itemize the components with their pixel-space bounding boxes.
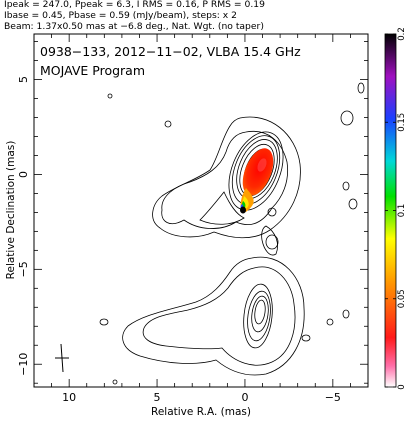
noise-contour	[357, 82, 365, 94]
noise-contour	[342, 309, 350, 319]
y-axis-title: Relative Declination (mas)	[5, 141, 17, 280]
noise-contour	[348, 198, 358, 210]
core-pol-tip	[240, 206, 246, 214]
x-axis-title: Relative R.A. (mas)	[151, 406, 251, 418]
header-line-base: Ibase = 0.45, Pbase = 0.59 (mJy/beam), s…	[4, 10, 237, 21]
program-title: MOJAVE Program	[40, 63, 145, 78]
axis-ticks: 10 5 0 −5 5 0 −5 −10	[17, 34, 369, 404]
jet-envelope-contour	[161, 130, 289, 229]
jet-lobe-contour	[199, 191, 245, 225]
noise-contour	[301, 334, 311, 342]
colorbar-ticks: 0 0.05 0.1 0.15 0.2	[385, 27, 407, 390]
noise-contour	[267, 207, 277, 217]
colorbar-tick-label: 0.15	[397, 113, 407, 132]
noise-contour	[342, 181, 350, 191]
y-tick-label: 0	[17, 171, 30, 178]
x-tick-label: 10	[62, 391, 76, 404]
y-tick-label: −5	[17, 261, 30, 277]
south-contour	[243, 283, 273, 349]
noise-contour	[340, 110, 354, 126]
south-outer-contour	[122, 256, 305, 376]
colorbar-tick-label: 0	[397, 384, 407, 389]
y-tick-label: 5	[17, 76, 30, 83]
header: Ipeak = 247.0, Ppeak = 6.3, I RMS = 0.16…	[4, 0, 265, 33]
colorbar-tick-label: 0.05	[397, 289, 407, 308]
south-contour	[254, 299, 266, 325]
x-tick-label: 0	[241, 391, 248, 404]
noise-contour	[99, 318, 109, 326]
south-contour	[247, 290, 271, 342]
polarization-overlay	[240, 148, 274, 214]
south-contour	[251, 295, 269, 333]
noise-contour	[265, 234, 279, 250]
contour-lines	[99, 82, 365, 385]
header-line-beam: Beam: 1.37x0.50 mas at −6.8 deg., Nat. W…	[4, 21, 264, 32]
source-title: 0938−133, 2012−11−02, VLBA 15.4 GHz	[40, 44, 301, 59]
jet-tail-contour	[261, 225, 278, 256]
plot-frame	[33, 33, 369, 388]
noise-contour	[164, 120, 172, 128]
x-tick-label: −5	[325, 391, 341, 404]
colorbar-tick-label: 0.1	[397, 204, 407, 218]
noise-contour	[326, 318, 334, 326]
x-tick-label: 5	[154, 391, 161, 404]
colorbar-tick-label: 0.2	[397, 27, 407, 41]
core-pol-highlight	[257, 158, 267, 172]
south-envelope-contour	[142, 266, 296, 366]
noise-contour	[112, 379, 118, 385]
y-tick-label: −10	[17, 353, 30, 376]
noise-contour	[107, 93, 113, 99]
jet-outer-contour	[152, 116, 301, 239]
beam-ellipse	[55, 343, 69, 373]
header-line-intensity: Ipeak = 247.0, Ppeak = 6.3, I RMS = 0.16…	[4, 0, 266, 10]
